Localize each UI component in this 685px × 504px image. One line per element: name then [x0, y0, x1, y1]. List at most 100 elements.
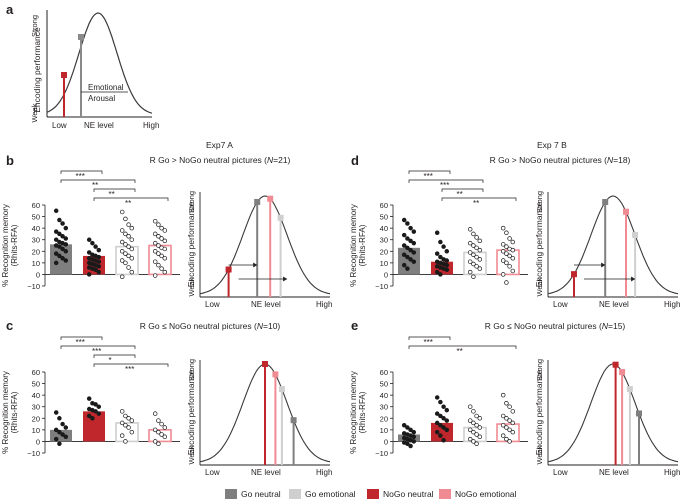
data-point — [471, 429, 476, 435]
data-point — [159, 225, 164, 231]
y-axis-label-sub: (Rhits-RFA) — [358, 224, 367, 266]
data-point — [408, 247, 413, 253]
data-point — [411, 434, 417, 440]
data-point — [156, 418, 161, 423]
curve-weak: Weak — [535, 277, 544, 296]
data-point — [119, 239, 125, 245]
significance-label: *** — [440, 181, 449, 190]
data-point — [401, 217, 407, 223]
data-point — [57, 416, 62, 421]
panel-d: d R Go > NoGo neutral pictures (N=18) 60 50… — [349, 153, 680, 309]
data-point — [444, 418, 450, 423]
data-point — [123, 216, 128, 222]
data-point — [411, 429, 417, 435]
y-tick-label: 40 — [32, 391, 40, 400]
data-point — [159, 266, 164, 271]
panel-e-label: e — [351, 318, 358, 333]
data-point — [126, 416, 131, 421]
y-tick-label: 50 — [32, 380, 40, 389]
panel-a-low: Low — [52, 121, 67, 130]
data-point — [63, 425, 69, 430]
data-point — [467, 427, 473, 433]
significance-label: *** — [92, 347, 101, 356]
data-point — [152, 259, 158, 264]
curve-ylabel: Encoding performance — [186, 369, 196, 455]
y-tick-label: 20 — [32, 247, 40, 256]
y-tick-label: −10 — [27, 449, 40, 458]
significance-label: ** — [125, 199, 131, 208]
data-point — [405, 266, 410, 271]
y-tick-label: 10 — [32, 259, 40, 268]
data-point — [411, 229, 417, 234]
data-point — [467, 404, 473, 409]
panel-d-title: R Go > NoGo neutral pictures (N=18) — [490, 155, 631, 165]
data-point — [504, 260, 509, 266]
significance-bracket — [93, 363, 169, 367]
data-point — [129, 255, 135, 261]
data-point — [405, 425, 410, 430]
arrow-head — [631, 276, 636, 282]
data-point — [438, 254, 443, 260]
data-point — [53, 427, 59, 433]
panel-c-label: c — [6, 318, 13, 333]
data-point — [510, 420, 516, 426]
curve-mid: NE level — [251, 468, 281, 477]
curve-ylabel: Encoding performance — [534, 201, 544, 287]
data-point — [507, 264, 512, 269]
y-tick-label: 50 — [380, 213, 388, 222]
data-point — [159, 253, 164, 259]
data-point — [477, 425, 483, 430]
bar-nogo-neutral — [83, 411, 105, 442]
panel-a-weak: Weak — [30, 103, 39, 122]
panel-b-title: R Go > NoGo neutral pictures (N=21) — [150, 155, 291, 165]
data-point — [57, 231, 62, 237]
data-point — [500, 422, 506, 428]
data-point — [405, 441, 410, 446]
data-point — [53, 410, 59, 415]
data-point — [93, 267, 98, 273]
y-axis-label: % Recognition memory — [349, 204, 358, 287]
legend-swatch — [225, 489, 237, 499]
data-point — [126, 244, 131, 249]
data-point — [467, 269, 473, 275]
title-n: N — [267, 155, 274, 165]
data-point — [123, 422, 128, 428]
data-point — [474, 441, 479, 446]
data-point — [63, 258, 69, 263]
curve-strong: Strong — [535, 359, 544, 381]
panel-a-label: a — [6, 2, 14, 17]
data-point — [405, 254, 410, 260]
curve-marker-dot-go-emotional — [278, 386, 285, 393]
data-point — [119, 258, 125, 263]
arrow-head — [253, 262, 258, 268]
significance-bracket — [408, 336, 451, 340]
data-point — [86, 237, 92, 242]
significance-label: *** — [76, 338, 85, 347]
data-point — [507, 253, 512, 259]
legend-label: NoGo emotional — [455, 489, 517, 499]
data-point — [123, 251, 128, 256]
curve-high: High — [664, 468, 680, 477]
significance-bracket — [60, 345, 136, 349]
data-point — [500, 272, 506, 277]
data-point — [500, 413, 506, 419]
data-point — [477, 247, 483, 253]
y-tick-label: 50 — [380, 380, 388, 389]
data-point — [471, 439, 476, 444]
data-point — [129, 225, 135, 231]
significance-label: *** — [76, 172, 85, 181]
panel-a-high: High — [143, 121, 159, 130]
curve-mid: NE level — [599, 468, 629, 477]
significance-label: ** — [109, 190, 115, 199]
data-point — [504, 400, 509, 406]
legend-label: NoGo neutral — [383, 489, 434, 499]
data-point — [500, 225, 506, 231]
data-point — [53, 208, 59, 214]
title-prefix: R Go ≤ NoGo neutral pictures ( — [485, 321, 602, 331]
data-point — [474, 432, 479, 437]
significance-bracket — [93, 197, 169, 201]
significance-bracket — [93, 354, 136, 358]
data-point — [162, 228, 168, 233]
data-point — [504, 436, 509, 442]
data-point — [86, 250, 92, 255]
